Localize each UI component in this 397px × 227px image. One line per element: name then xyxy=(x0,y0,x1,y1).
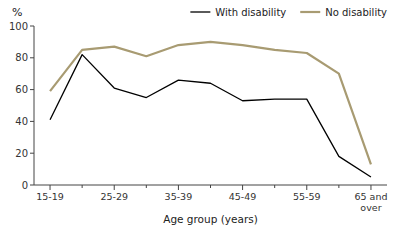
x-tick-label: 55-59 xyxy=(293,191,321,202)
x-tick-label: 45-49 xyxy=(229,191,257,202)
y-tick-label: 60 xyxy=(15,84,28,95)
x-tick xyxy=(370,185,371,190)
y-tick-label: 40 xyxy=(15,116,28,127)
y-tick xyxy=(30,26,34,27)
x-axis-label: Age group (years) xyxy=(163,213,258,225)
x-tick xyxy=(178,185,179,190)
x-tick-label: 65 andover xyxy=(354,191,387,213)
x-tick xyxy=(50,185,51,190)
x-tick xyxy=(242,185,243,190)
y-tick xyxy=(30,89,34,90)
x-tick-label-line: 45-49 xyxy=(229,191,257,202)
series-line xyxy=(50,55,371,177)
x-tick xyxy=(306,185,307,190)
x-minor-tick xyxy=(338,185,339,188)
x-tick xyxy=(114,185,115,190)
x-tick-label-line: over xyxy=(360,202,381,213)
y-axis-label: % xyxy=(12,6,22,19)
y-tick-label: 80 xyxy=(15,52,28,63)
x-tick-label-line: 35-39 xyxy=(165,191,193,202)
series-line xyxy=(50,42,371,164)
legend: No disability With disability xyxy=(190,7,387,18)
y-tick-label: 20 xyxy=(15,148,28,159)
legend-label: No disability xyxy=(325,7,387,18)
y-tick xyxy=(30,121,34,122)
x-minor-tick xyxy=(82,185,83,188)
y-tick-label: 100 xyxy=(9,21,28,32)
legend-swatch xyxy=(300,11,320,13)
x-tick-label-line: 65 and xyxy=(354,191,387,202)
y-axis xyxy=(34,26,35,185)
legend-swatch xyxy=(190,11,210,12)
x-tick-label: 15-19 xyxy=(36,191,64,202)
x-tick-label-line: 25-29 xyxy=(100,191,128,202)
x-minor-tick xyxy=(146,185,147,188)
plot-area xyxy=(50,42,371,177)
x-minor-tick xyxy=(210,185,211,188)
x-minor-tick xyxy=(274,185,275,188)
chart: 0 20 40 60 80 100 15-19 25-29 35-39 45-49 55-59 65 … xyxy=(0,0,397,227)
legend-label: With disability xyxy=(215,7,286,18)
y-tick xyxy=(30,153,34,154)
y-tick xyxy=(30,185,34,186)
x-tick-label-line: 15-19 xyxy=(36,191,64,202)
y-tick-label: 0 xyxy=(22,180,28,191)
x-tick-label-line: 55-59 xyxy=(293,191,321,202)
y-tick xyxy=(30,57,34,58)
x-tick-label: 25-29 xyxy=(100,191,128,202)
x-tick-label: 35-39 xyxy=(165,191,193,202)
